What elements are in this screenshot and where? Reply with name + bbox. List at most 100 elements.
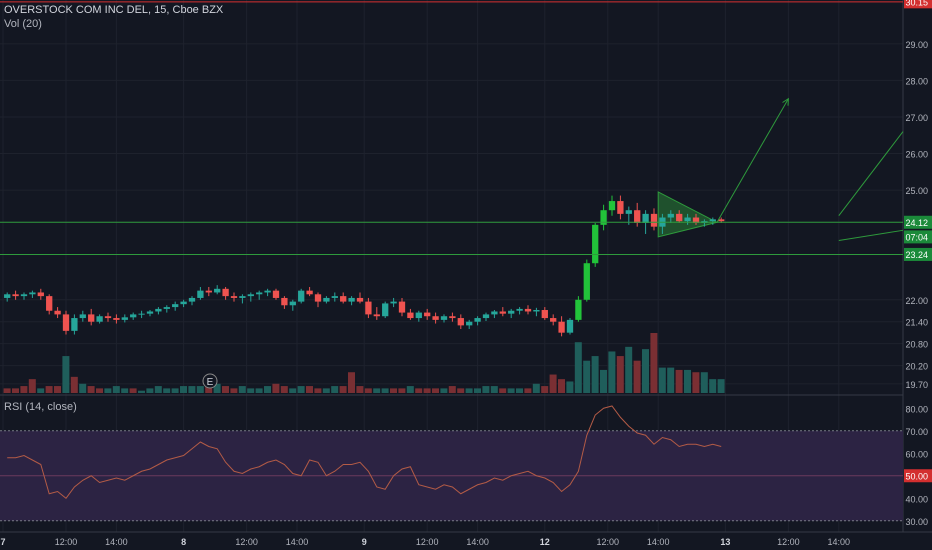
candle-body — [88, 314, 95, 322]
candle-body — [541, 310, 548, 319]
price-tick-label: 29.00 — [905, 40, 928, 50]
candle-body — [96, 316, 103, 322]
candle-body — [172, 304, 179, 308]
volume-bar — [154, 386, 162, 393]
time-tick-label: 14:00 — [105, 537, 128, 547]
candle-body — [146, 311, 154, 314]
rsi-tick-label: 70.00 — [905, 427, 928, 437]
volume-bar — [322, 388, 330, 393]
volume-bar — [297, 386, 305, 393]
candle-body — [230, 296, 238, 298]
price-badge — [904, 230, 932, 244]
volume-bar — [255, 388, 263, 393]
rsi-value-label: 50.00 — [905, 471, 928, 481]
volume-bar — [700, 372, 708, 393]
volume-bar — [440, 388, 448, 393]
price-tick-label: 21.40 — [905, 318, 928, 328]
volume-bar — [364, 388, 372, 393]
volume-bar — [507, 388, 515, 393]
volume-bar — [398, 388, 406, 393]
candle-body — [524, 308, 532, 312]
candle-body — [314, 294, 322, 302]
volume-bar — [482, 386, 490, 393]
candle-body — [289, 301, 296, 306]
volume-bar — [238, 386, 246, 393]
time-tick-label: 12:00 — [777, 537, 800, 547]
rsi-title[interactable]: RSI (14, close) — [4, 401, 77, 413]
volume-bar — [96, 388, 103, 393]
volume-bar — [423, 388, 431, 393]
volume-bar — [163, 388, 171, 393]
candle-body — [642, 213, 649, 224]
candle-body — [676, 213, 683, 222]
price-badge — [904, 0, 932, 9]
volume-bar — [642, 349, 649, 393]
volume-bar — [247, 388, 255, 393]
volume-bar — [373, 388, 381, 393]
candle-body — [474, 318, 481, 322]
volume-title[interactable]: Vol (20) — [4, 18, 42, 30]
rsi-pane — [0, 405, 903, 522]
volume-bar — [196, 386, 204, 393]
candle-body — [398, 301, 406, 313]
candle-body — [592, 224, 599, 264]
candle-body — [634, 210, 641, 224]
volume-bar — [213, 383, 221, 393]
candle-body — [600, 210, 607, 225]
volume-bar — [280, 386, 288, 393]
price-tick-label: 25.00 — [905, 186, 928, 196]
price-tick-label: 22.00 — [905, 296, 928, 306]
volume-bar — [549, 374, 557, 393]
symbol-title[interactable]: OVERSTOCK COM INC DEL, 15, Cboe BZX — [4, 4, 224, 16]
candle-body — [625, 210, 632, 214]
trend-line — [838, 229, 904, 242]
candle-body — [188, 297, 196, 302]
time-tick-label: 14:00 — [647, 537, 670, 547]
volume-bar — [650, 333, 658, 393]
volume-bars — [3, 333, 725, 393]
earnings-marker[interactable]: E — [202, 373, 218, 389]
time-tick-label: 8 — [181, 537, 186, 547]
volume-bar — [54, 386, 61, 393]
candle-body — [516, 308, 523, 311]
volume-bar — [432, 388, 439, 393]
drawings[interactable] — [0, 1, 904, 255]
volume-bar — [20, 386, 28, 393]
candle-body — [239, 296, 246, 298]
volume-bar — [339, 386, 347, 393]
candle-body — [449, 316, 456, 319]
candle-body — [356, 297, 364, 302]
candle-body — [180, 301, 187, 305]
candle-body — [272, 290, 280, 298]
volume-bar — [608, 351, 616, 393]
volume-bar — [516, 388, 523, 393]
candle-body — [323, 297, 330, 302]
volume-bar — [112, 386, 120, 393]
time-tick-label: 14:00 — [286, 537, 309, 547]
volume-bar — [79, 383, 87, 393]
candle-body — [79, 314, 86, 319]
volume-bar — [264, 386, 271, 393]
candle-body — [466, 321, 473, 326]
volume-bar — [616, 356, 624, 393]
volume-bar — [532, 383, 540, 393]
candle-body — [205, 290, 212, 293]
volume-bar — [667, 367, 675, 393]
price-tick-label: 19.70 — [905, 380, 928, 390]
time-tick-label: 14:00 — [828, 537, 851, 547]
volume-bar — [541, 386, 549, 393]
volume-bar — [289, 388, 297, 393]
candle-body — [709, 219, 716, 222]
volume-bar — [633, 360, 641, 393]
volume-bar — [222, 386, 229, 393]
candle-body — [407, 312, 414, 319]
rsi-tick-label: 80.00 — [905, 404, 928, 414]
rsi-line — [7, 405, 722, 499]
volume-bar — [45, 386, 53, 393]
time-tick-label: 14:00 — [466, 537, 489, 547]
volume-bar — [457, 388, 465, 393]
candle-body — [667, 213, 674, 218]
price-badge-label: 24.12 — [905, 218, 928, 228]
